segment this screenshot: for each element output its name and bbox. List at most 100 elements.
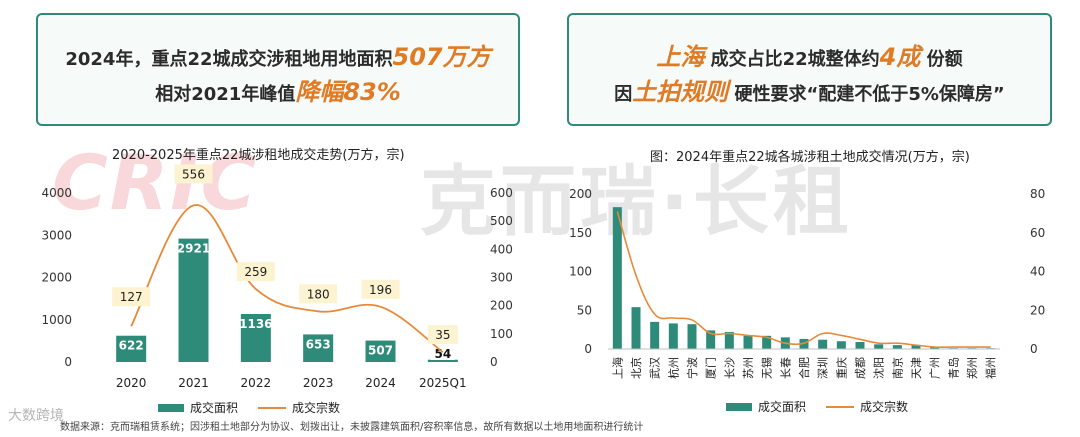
chart2-legend: 成交面积 成交宗数 [726, 398, 928, 415]
bar-value-label: 2921 [177, 242, 210, 256]
summary-text: 2024年，重点22城成交涉租地用地面积 [65, 49, 393, 70]
highlight-shanghai: 上海 [656, 43, 705, 71]
bar [668, 323, 678, 349]
line-value-label: 180 [307, 287, 330, 301]
x-tick-label: 深圳 [817, 357, 830, 379]
x-tick-label: 南京 [890, 357, 904, 379]
x-tick-label: 郑州 [965, 357, 979, 379]
legend-item-count: 成交宗数 [826, 398, 908, 415]
x-tick-label: 无锡 [760, 357, 774, 379]
bar [724, 331, 734, 349]
watermark-brand: 克而瑞·长租 [420, 157, 853, 246]
x-tick-label: 成都 [854, 357, 867, 379]
bar [855, 342, 865, 349]
bar [762, 335, 772, 349]
x-tick-label: 福州 [984, 357, 998, 379]
x-tick-label: 2024 [365, 376, 396, 390]
series-line [616, 211, 991, 349]
line-label-bg [174, 164, 213, 184]
bar-value-label: 622 [119, 339, 144, 353]
legend-line-swatch [258, 406, 287, 409]
y-right-tick-label: 80 [1030, 187, 1045, 201]
x-tick-label: 合肥 [797, 357, 811, 379]
highlight-area: 507万方 [392, 43, 491, 71]
y-right-tick-label: 300 [490, 271, 513, 285]
bar [631, 307, 641, 349]
watermark-cric: CRIC [52, 138, 259, 227]
summary-text: 因 [614, 84, 633, 105]
legend-bar-swatch [726, 402, 752, 411]
legend-label: 成交宗数 [860, 400, 909, 414]
y-left-tick-label: 50 [577, 303, 592, 317]
summary-line-1: 2024年，重点22城成交涉租地用地面积507万方 [38, 37, 518, 72]
legend-bar-swatch [158, 403, 184, 412]
summary-text: 相对2021年峰值 [155, 84, 296, 105]
x-tick-label: 2021 [178, 376, 209, 390]
legend-item-area: 成交面积 [158, 399, 238, 416]
highlight-decline: 降幅83% [295, 78, 401, 106]
x-tick-label: 沈阳 [872, 357, 886, 379]
y-right-tick-label: 20 [1030, 303, 1045, 317]
legend-line-swatch [826, 405, 855, 408]
x-tick-label: 青岛 [946, 357, 960, 379]
line-label-bg [361, 279, 400, 299]
y-left-tick-label: 100 [569, 265, 592, 279]
line-label-bg [427, 325, 458, 345]
bar-value-label: 54 [434, 347, 451, 361]
bar [687, 324, 697, 349]
x-tick-label: 苏州 [742, 357, 755, 379]
line-label-bg [112, 287, 151, 307]
bar-value-label: 1136 [239, 317, 272, 331]
logo-watermark: 大数跨境 [8, 408, 64, 424]
bar [836, 341, 846, 349]
bar [178, 238, 209, 362]
x-tick-label: 广州 [929, 357, 942, 379]
series-line [130, 204, 444, 353]
bar-value-label: 507 [368, 344, 393, 358]
bar [911, 345, 921, 349]
footnote: 数据来源：克而瑞租赁系统；因涉租土地部分为协议、划拨出让，未披露建筑面积/容积率… [60, 422, 644, 433]
line-label-bg [236, 262, 275, 282]
y-right-tick-label: 60 [1030, 226, 1045, 240]
summary-text: 份额 [926, 49, 963, 70]
bar-value-label: 653 [306, 337, 331, 351]
y-left-tick-label: 150 [569, 226, 592, 240]
bar [240, 314, 271, 362]
highlight-rule: 土拍规则 [632, 78, 729, 106]
summary-card-right: 上海 成交占比22城整体约4成 份额 因土拍规则 硬性要求“配建不低于5%保障房… [567, 13, 1052, 126]
chart1-title: 2020-2025年重点22城涉租地成交走势(万方，宗) [112, 148, 405, 163]
x-tick-label: 宁波 [685, 357, 699, 379]
legend-item-area: 成交面积 [726, 398, 806, 415]
x-tick-label: 武汉 [649, 357, 662, 379]
bar [743, 335, 753, 349]
line-value-label: 127 [120, 290, 143, 304]
bar [892, 345, 902, 349]
y-left-tick-label: 3000 [41, 228, 72, 242]
x-tick-label: 上海 [610, 357, 624, 379]
x-tick-label: 天津 [910, 357, 923, 379]
y-left-tick-label: 200 [569, 187, 592, 201]
bar [303, 334, 334, 362]
summary-line-2: 相对2021年峰值降幅83% [38, 72, 518, 107]
x-tick-label: 重庆 [834, 357, 848, 379]
bar [116, 335, 147, 362]
y-right-tick-label: 100 [490, 327, 513, 341]
x-tick-label: 杭州 [666, 357, 680, 379]
x-tick-label: 厦门 [704, 357, 718, 379]
legend-label: 成交宗数 [292, 401, 341, 415]
summary-text: 成交占比22城整体约 [710, 49, 880, 70]
x-tick-label: 2025Q1 [419, 376, 467, 390]
legend-item-count: 成交宗数 [258, 399, 340, 416]
y-right-tick-label: 500 [490, 214, 513, 228]
y-left-tick-label: 1000 [41, 313, 72, 327]
y-right-tick-label: 0 [1030, 342, 1038, 356]
bar [650, 321, 660, 349]
line-label-bg [299, 284, 338, 304]
x-tick-label: 2022 [241, 376, 272, 390]
x-tick-label: 长沙 [723, 357, 736, 379]
y-right-tick-label: 200 [490, 299, 513, 313]
y-left-tick-label: 0 [64, 355, 72, 369]
legend-label: 成交面积 [190, 401, 239, 415]
y-left-tick-label: 0 [584, 342, 592, 356]
